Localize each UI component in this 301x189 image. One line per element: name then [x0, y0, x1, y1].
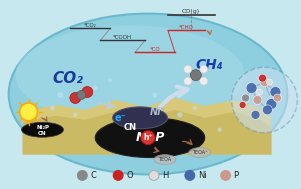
Circle shape: [50, 105, 55, 110]
Circle shape: [184, 65, 192, 73]
Ellipse shape: [154, 155, 176, 164]
Circle shape: [108, 78, 112, 82]
Circle shape: [177, 112, 182, 117]
Circle shape: [141, 131, 155, 145]
Text: CO₂: CO₂: [53, 71, 84, 86]
Text: *CO: *CO: [150, 47, 160, 52]
Circle shape: [200, 65, 208, 73]
Text: CN: CN: [123, 123, 137, 132]
Circle shape: [185, 170, 195, 180]
Circle shape: [242, 94, 250, 102]
Circle shape: [246, 83, 257, 94]
Text: TEOA⁺: TEOA⁺: [192, 150, 208, 155]
Circle shape: [113, 170, 123, 180]
Text: e⁻: e⁻: [114, 113, 126, 123]
Circle shape: [73, 113, 77, 117]
Text: Ni⁰: Ni⁰: [150, 107, 166, 117]
Circle shape: [200, 77, 208, 85]
Ellipse shape: [9, 14, 287, 174]
Text: *CHO: *CHO: [178, 25, 193, 30]
Circle shape: [239, 101, 246, 108]
Text: CN: CN: [38, 131, 47, 136]
Circle shape: [260, 78, 269, 87]
Text: C: C: [90, 171, 96, 180]
Text: Ni₂P: Ni₂P: [135, 131, 165, 144]
Text: *COOH: *COOH: [113, 35, 132, 40]
Circle shape: [77, 170, 87, 180]
Ellipse shape: [22, 122, 64, 137]
Text: *CO₂: *CO₂: [84, 23, 97, 28]
Circle shape: [190, 70, 201, 81]
Circle shape: [221, 170, 231, 180]
Circle shape: [262, 105, 272, 115]
Circle shape: [218, 128, 222, 132]
Text: O: O: [126, 171, 133, 180]
Ellipse shape: [189, 148, 211, 158]
Circle shape: [57, 92, 64, 98]
Text: TEOA: TEOA: [158, 157, 172, 162]
Circle shape: [153, 92, 157, 98]
Text: CO(g): CO(g): [182, 9, 200, 14]
Circle shape: [193, 106, 197, 110]
Polygon shape: [23, 110, 272, 155]
Ellipse shape: [113, 107, 167, 129]
Circle shape: [273, 94, 281, 102]
Text: Ni: Ni: [198, 171, 206, 180]
Text: CH₄: CH₄: [196, 58, 224, 72]
Text: h⁺: h⁺: [143, 133, 153, 142]
Text: Ni₂P: Ni₂P: [36, 125, 49, 130]
Circle shape: [70, 92, 81, 103]
Circle shape: [253, 95, 262, 105]
Ellipse shape: [95, 118, 205, 158]
Circle shape: [184, 77, 192, 85]
Circle shape: [266, 79, 272, 85]
Circle shape: [20, 103, 38, 121]
Text: P: P: [234, 171, 239, 180]
Circle shape: [270, 87, 281, 98]
Circle shape: [232, 67, 297, 133]
Ellipse shape: [16, 26, 245, 125]
Circle shape: [266, 98, 277, 109]
Circle shape: [82, 87, 93, 98]
Text: H: H: [162, 171, 168, 180]
Circle shape: [256, 89, 262, 95]
Polygon shape: [23, 98, 272, 155]
Circle shape: [93, 86, 98, 91]
Circle shape: [149, 170, 159, 180]
Circle shape: [259, 74, 266, 82]
Circle shape: [251, 110, 260, 119]
Circle shape: [77, 91, 86, 99]
